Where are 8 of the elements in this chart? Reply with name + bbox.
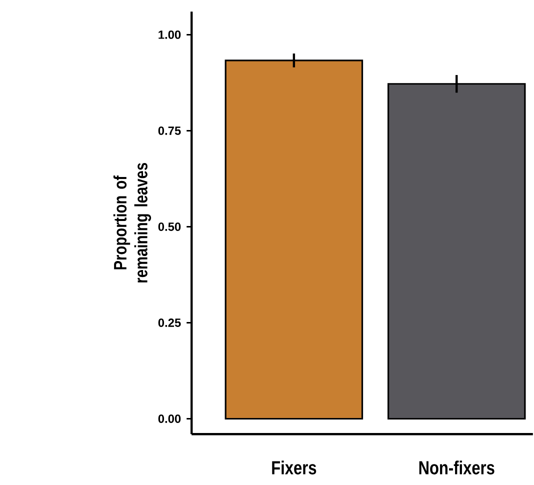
y-tick-label: 0.75 bbox=[158, 126, 181, 135]
x-tick-label: Non-fixers bbox=[419, 460, 494, 474]
y-tick-label: 0.00 bbox=[158, 414, 181, 423]
y-tick-label: 0.50 bbox=[158, 222, 181, 231]
y-tick-label: 1.00 bbox=[158, 30, 181, 39]
x-tick-label: Fixers bbox=[272, 460, 316, 474]
y-axis-title: Proportion of remaining leaves bbox=[113, 163, 152, 282]
y-tick-label: 0.25 bbox=[158, 318, 181, 327]
